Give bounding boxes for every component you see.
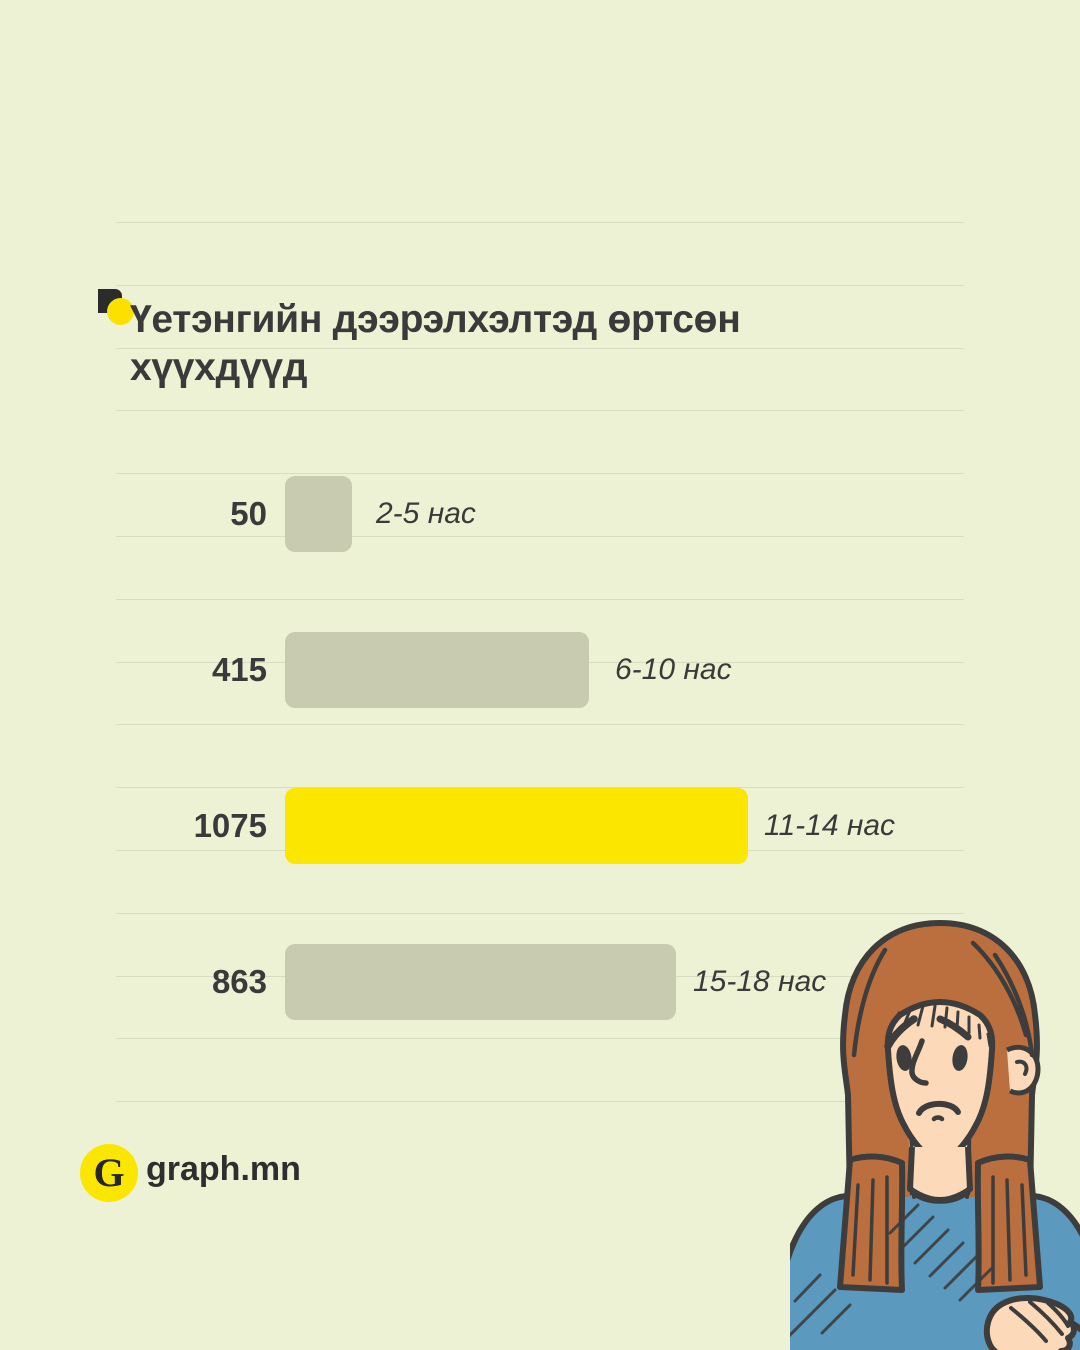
svg-text:G: G: [93, 1150, 124, 1195]
